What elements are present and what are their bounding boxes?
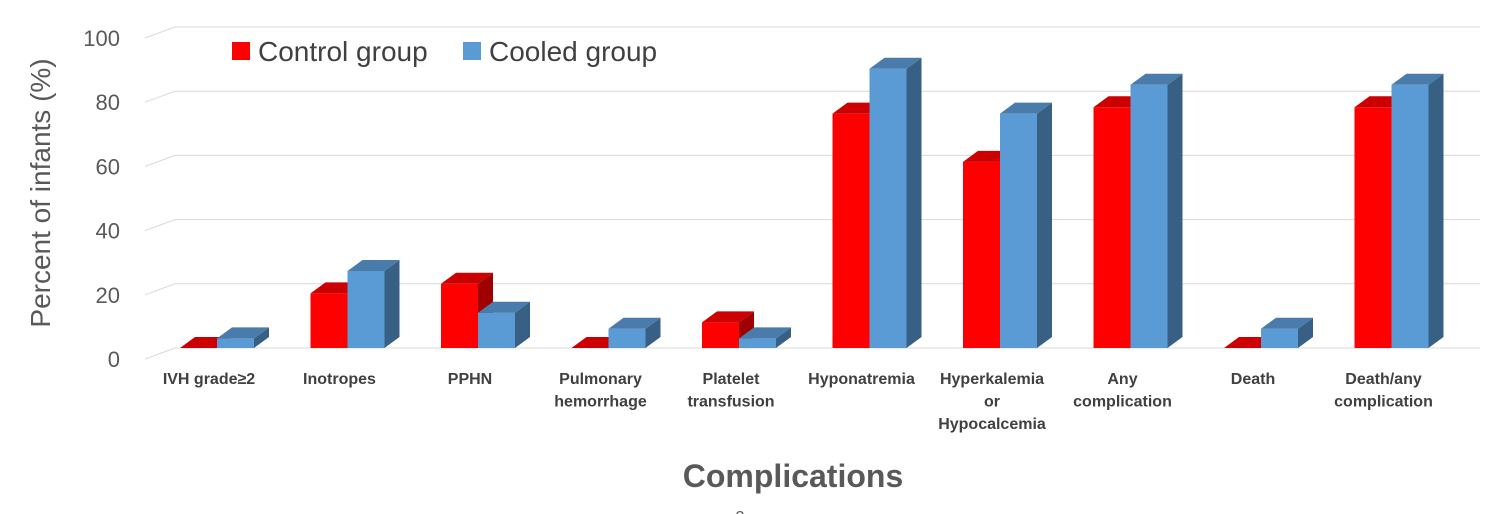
legend-swatch-cooled	[463, 42, 481, 60]
x-axis-categories: IVH grade≥2 Inotropes PPHN Pulmonary hemorrh…	[163, 371, 1433, 433]
x-category-label: Hyponatremia	[808, 371, 915, 388]
gridline	[144, 90, 1480, 103]
x-axis-title: Complications	[683, 458, 903, 494]
y-tick-label: 80	[96, 90, 120, 115]
bar	[217, 327, 269, 348]
bar	[739, 327, 791, 348]
x-category-label: Death/any complication	[1334, 371, 1433, 411]
x-category-label: Hyperkalemia or Hypocalcemia	[938, 371, 1046, 433]
x-category-label: Death	[1231, 371, 1275, 388]
x-category-label: Inotropes	[303, 371, 376, 388]
bar	[608, 317, 661, 348]
y-tick-label: 40	[96, 219, 120, 244]
gridline	[144, 26, 1480, 39]
legend: Control group Cooled group	[232, 36, 657, 67]
x-category-label: Any complication	[1073, 371, 1172, 411]
x-category-label: IVH grade≥2	[163, 371, 255, 388]
x-category-label: Platelet transfusion	[687, 371, 774, 411]
x-category-label: PPHN	[448, 371, 492, 388]
bar	[869, 57, 922, 348]
gridlines	[144, 26, 1480, 360]
bar	[478, 301, 530, 348]
legend-label-cooled: Cooled group	[489, 36, 657, 67]
y-axis-title: Percent of infants (%)	[25, 58, 56, 327]
gridline	[144, 154, 1480, 167]
y-tick-label: 100	[83, 26, 120, 51]
x-category-label: Pulmonary hemorrhage	[554, 371, 647, 411]
y-axis-ticks: 0 20 40 60 80 100	[83, 26, 120, 372]
legend-label-control: Control group	[258, 36, 428, 67]
y-tick-label: 0	[108, 347, 120, 372]
gridline	[144, 219, 1480, 232]
y-tick-label: 20	[96, 283, 120, 308]
y-tick-label: 60	[96, 154, 120, 179]
bar	[347, 259, 400, 348]
bar	[1000, 102, 1052, 348]
bar	[1391, 73, 1444, 348]
legend-swatch-control	[232, 42, 250, 60]
page-number: 2	[736, 509, 745, 514]
bar	[1130, 73, 1183, 348]
bar	[1261, 317, 1313, 348]
bars	[180, 57, 1444, 348]
gridline	[144, 347, 1480, 360]
